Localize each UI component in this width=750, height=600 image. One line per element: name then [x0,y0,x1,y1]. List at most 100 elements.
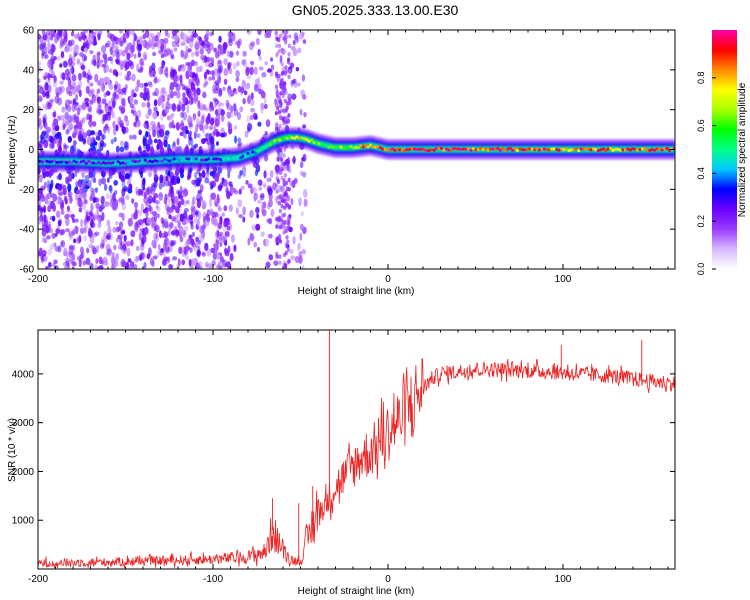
noise-dot [59,85,65,93]
noise-dot [195,263,200,269]
ridge-point [248,152,253,156]
noise-dot [139,92,144,99]
noise-dot [184,100,190,105]
ridge-point [285,136,289,140]
noise-dot [222,41,228,51]
noise-dot [302,171,307,178]
noise-dot [253,241,258,248]
noise-dot [212,97,218,102]
noise-dot [164,245,170,253]
noise-dot [90,130,96,136]
noise-dot [87,74,93,81]
ridge-point [474,148,478,152]
noise-dot [228,38,233,47]
noise-dot [70,31,75,37]
noise-dot [199,48,204,55]
ridge-point [466,147,471,151]
noise-dot [285,116,289,121]
noise-dot [287,258,291,264]
noise-dot [217,88,223,98]
noise-dot [123,38,127,44]
noise-dot [119,30,123,34]
noise-dot [138,232,142,241]
noise-dot [192,89,198,98]
noise-dot [83,235,88,242]
noise-dot [302,188,308,198]
noise-dot [73,45,78,54]
noise-dot [72,98,77,105]
noise-dot [275,224,279,229]
noise-dot [249,232,254,241]
ridge-point [503,148,507,152]
ridge-point [599,148,603,152]
ridge-point [359,144,363,148]
noise-dot [263,170,267,179]
noise-dot [97,129,103,137]
noise-dot [130,239,134,247]
ridge-point [158,159,162,163]
noise-dot [57,115,62,121]
noise-dot [65,217,70,227]
ridge-point [324,144,328,148]
noise-dot [88,226,92,235]
noise-dot [115,124,119,132]
noise-dot [216,264,220,269]
ridge-point [226,156,230,160]
noise-dot [151,240,156,247]
noise-dot [216,50,222,57]
ridge-point [626,147,630,151]
noise-dot [74,104,78,111]
noise-dot [210,59,215,64]
noise-dot [287,113,291,118]
noise-dot [51,142,55,150]
ridge-point [221,157,226,161]
ridge-point [116,160,120,164]
noise-dot [149,185,153,194]
noise-dot [59,80,64,85]
ridge-point [329,145,333,149]
noise-dot [197,110,201,118]
noise-dot [291,93,297,100]
ridge-point [535,147,539,151]
noise-dot [280,157,284,162]
ridge-point [123,162,128,166]
noise-dot [170,217,176,222]
noise-dot [214,246,218,255]
noise-dot [53,242,57,248]
noise-dot [126,45,131,53]
noise-dot [257,247,260,252]
noise-dot [206,168,210,175]
noise-dot [60,52,65,59]
noise-dot [263,103,268,110]
noise-dot [41,249,47,257]
noise-dot [287,43,291,49]
noise-dot [100,195,105,205]
noise-dot [276,106,280,111]
noise-dot [46,179,51,189]
noise-dot [249,99,255,107]
noise-dot [194,60,198,67]
ridge-point [560,147,564,151]
noise-dot [92,247,97,255]
noise-dot [133,33,137,41]
ridge-point [528,147,532,151]
snr-y-ticks: 1000 2000 3000 4000 [12,369,675,527]
noise-dot [184,51,189,59]
noise-dot [74,33,78,40]
noise-dot [63,247,67,256]
noise-dot [126,70,132,77]
snr-y-axis-label: SNR (10 * v/v) [7,418,18,482]
noise-dot [111,96,116,104]
ridge-point [77,161,81,165]
noise-dot [110,263,115,269]
spectrogram-noise-dots [38,30,308,269]
ridge-point [400,148,404,152]
noise-dot [228,67,233,75]
noise-dot [71,261,76,266]
noise-dot [114,189,118,195]
noise-dot [118,212,124,218]
noise-dot [60,229,66,235]
ridge-point [185,157,189,161]
noise-dot [193,131,197,140]
noise-dot [60,201,65,211]
